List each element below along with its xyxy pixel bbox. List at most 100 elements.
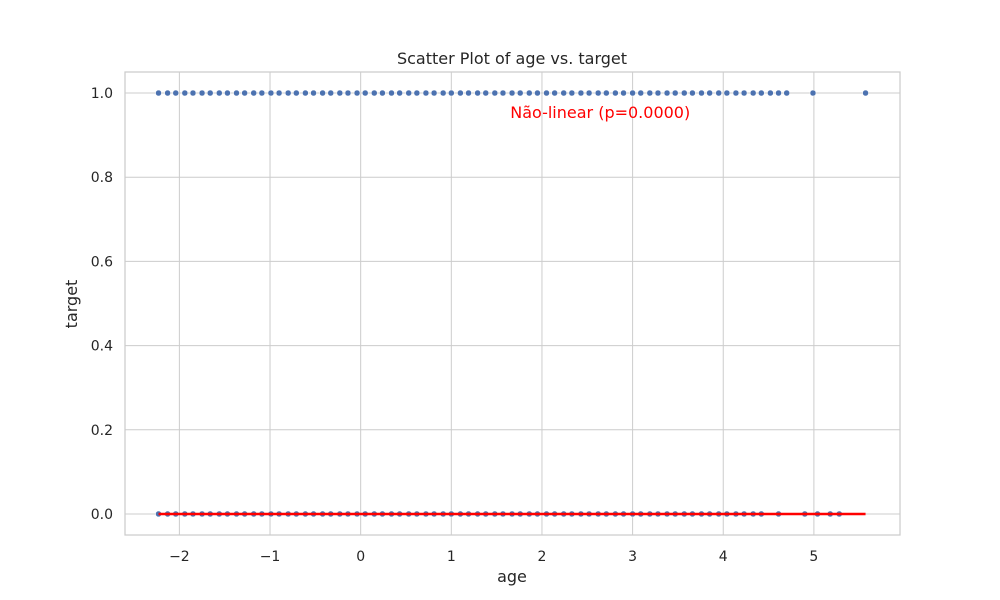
scatter-point — [706, 89, 713, 97]
scatter-point — [302, 89, 309, 97]
scatter-point — [534, 89, 541, 97]
y-axis-label: target — [62, 280, 81, 329]
scatter-point — [361, 89, 369, 97]
scatter-point — [344, 89, 352, 97]
scatter-point — [689, 89, 696, 97]
scatter-point — [767, 89, 774, 97]
scatter-point — [508, 89, 516, 97]
scatter-point — [198, 89, 206, 97]
y-tick-label: 0.4 — [91, 339, 113, 355]
scatter-point — [224, 89, 231, 97]
x-tick-label: 5 — [809, 549, 818, 565]
scatter-point — [862, 89, 869, 97]
x-tick-label: 2 — [537, 549, 546, 565]
y-tick-label: 0.2 — [91, 423, 113, 439]
scatter-point — [809, 89, 817, 97]
scatter-point — [698, 89, 705, 97]
plot-frame — [124, 71, 901, 536]
scatter-point — [293, 89, 300, 97]
scatter-point — [396, 89, 403, 97]
scatter-point — [594, 89, 602, 97]
scatter-point — [637, 89, 645, 97]
scatter-point — [172, 89, 180, 97]
x-tick-label: 4 — [719, 549, 728, 565]
scatter-point — [671, 89, 679, 97]
scatter-point — [284, 89, 292, 97]
scatter-point — [275, 89, 283, 97]
scatter-point — [585, 89, 593, 97]
scatter-point — [379, 89, 386, 97]
y-tick-labels: 0.0 0.2 0.4 0.6 0.8 1.0 — [91, 86, 113, 523]
scatter-point — [775, 89, 782, 97]
scatter-point — [732, 89, 740, 97]
scatter-point — [681, 89, 688, 97]
scatter-point — [189, 89, 197, 97]
scatter-point — [353, 89, 361, 97]
y-tick-label: 0.8 — [91, 170, 113, 186]
scatter-point — [783, 89, 790, 97]
scatter-point — [577, 89, 585, 97]
x-tick-label: −1 — [260, 549, 281, 565]
points-layer — [155, 89, 869, 518]
scatter-point — [749, 89, 757, 97]
scatter-point — [465, 89, 472, 97]
scatter-point — [646, 89, 654, 97]
scatter-point — [327, 89, 335, 97]
scatter-point — [233, 89, 240, 97]
x-axis-label: age — [497, 567, 527, 586]
chart-title: Scatter Plot of age vs. target — [397, 49, 627, 68]
y-tick-label: 0.6 — [91, 254, 113, 270]
x-tick-label: −2 — [169, 549, 190, 565]
scatter-point — [250, 89, 257, 97]
scatter-point — [405, 89, 412, 97]
scatter-point — [715, 89, 722, 97]
scatter-point — [216, 89, 223, 97]
scatter-point — [388, 89, 395, 97]
scatter-point — [164, 89, 171, 97]
scatter-point — [310, 89, 317, 97]
scatter-point — [526, 89, 533, 97]
scatter-point — [155, 89, 162, 97]
scatter-point — [663, 89, 671, 97]
scatter-point — [457, 89, 464, 97]
y-tick-label: 0.0 — [91, 507, 113, 523]
scatter-point — [319, 89, 326, 97]
scatter-point — [654, 89, 662, 97]
scatter-point — [181, 89, 189, 97]
scatter-point — [740, 89, 748, 97]
scatter-point — [543, 89, 550, 97]
scatter-point — [371, 89, 378, 97]
scatter-point — [612, 89, 619, 97]
scatter-point — [620, 89, 627, 97]
scatter-point — [336, 89, 344, 97]
scatter-point — [448, 89, 455, 97]
scatter-point — [241, 89, 248, 97]
scatter-point — [603, 89, 610, 97]
y-tick-label: 1.0 — [91, 86, 113, 102]
scatter-point — [568, 89, 576, 97]
scatter-point — [723, 89, 731, 97]
nonlinear-annotation: Não-linear (p=0.0000) — [510, 103, 690, 122]
scatter-point — [491, 89, 499, 97]
scatter-point — [551, 89, 558, 97]
scatter-point — [422, 89, 430, 97]
scatter-point — [206, 89, 214, 97]
x-tick-label: 0 — [356, 549, 365, 565]
scatter-point — [516, 89, 524, 97]
scatter-point — [267, 89, 275, 97]
scatter-point — [499, 89, 507, 97]
scatter-point — [629, 89, 636, 97]
scatter-point — [430, 89, 438, 97]
scatter-point — [413, 89, 421, 97]
scatter-point — [439, 89, 447, 97]
scatter-point — [482, 89, 490, 97]
grid — [125, 72, 900, 535]
scatter-point — [560, 89, 567, 97]
scatter-point — [258, 89, 266, 97]
x-tick-labels: −2 −1 0 1 2 3 4 5 — [169, 549, 818, 565]
scatter-point — [474, 89, 481, 97]
x-tick-label: 1 — [447, 549, 456, 565]
x-tick-label: 3 — [628, 549, 637, 565]
scatter-point — [758, 89, 765, 97]
